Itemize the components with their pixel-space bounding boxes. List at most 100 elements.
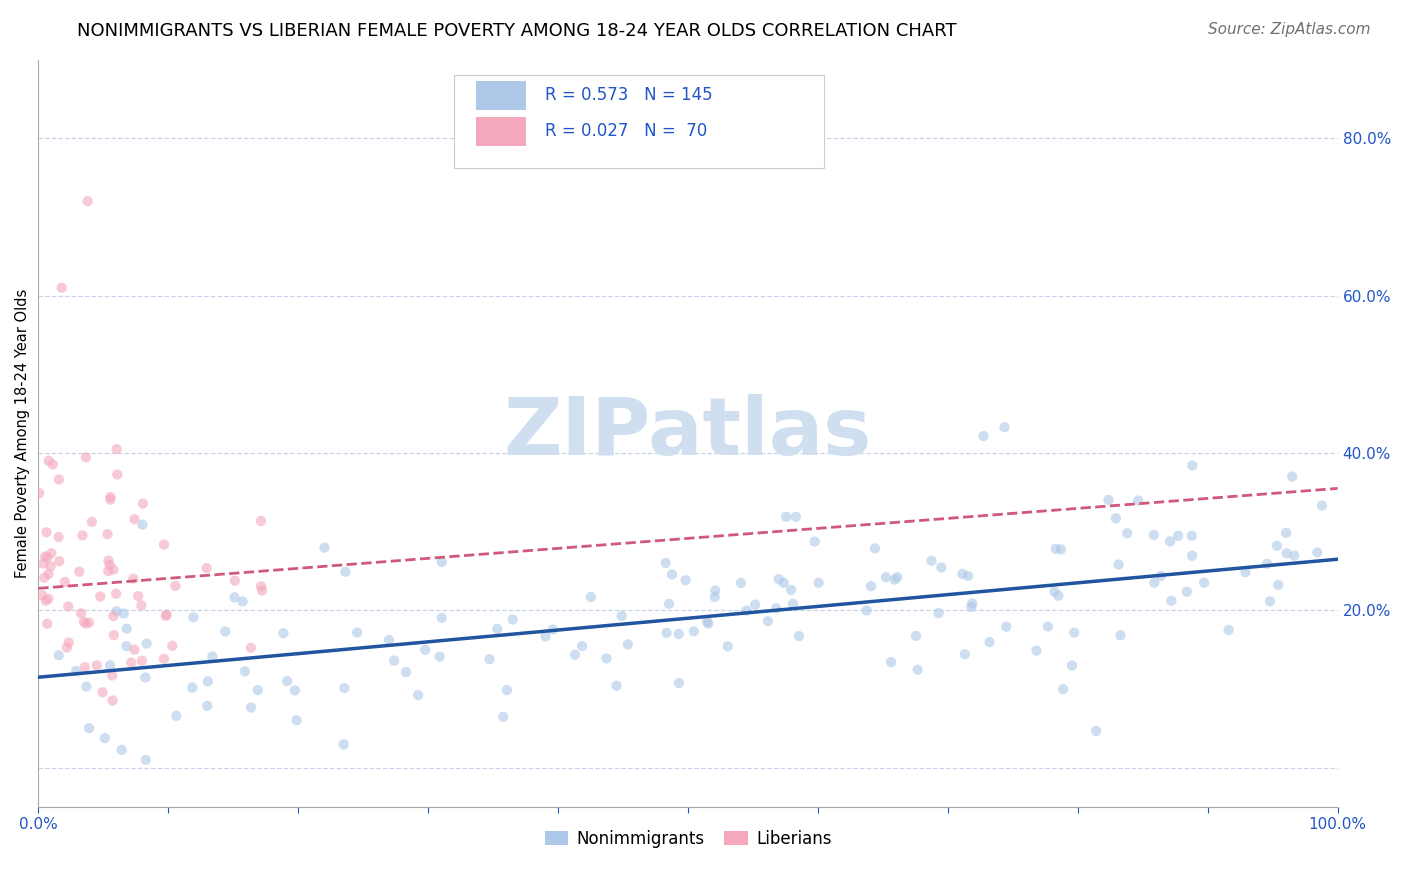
Point xyxy=(1256,557,1278,571)
Point xyxy=(98,658,121,673)
Point xyxy=(907,663,929,677)
Point xyxy=(886,570,908,584)
Point xyxy=(1143,575,1166,590)
Point xyxy=(97,553,120,567)
Point xyxy=(53,574,76,589)
Point xyxy=(486,622,509,636)
Point xyxy=(928,606,950,620)
Point xyxy=(105,467,128,482)
Point xyxy=(38,566,60,581)
Y-axis label: Female Poverty Among 18-24 Year Olds: Female Poverty Among 18-24 Year Olds xyxy=(15,289,30,578)
Point xyxy=(655,625,678,640)
Point xyxy=(273,626,295,640)
Point xyxy=(972,429,994,443)
Point xyxy=(1258,594,1281,608)
Point xyxy=(696,615,718,629)
Point xyxy=(382,654,405,668)
Point xyxy=(37,616,59,631)
Point xyxy=(697,616,720,631)
Point xyxy=(39,546,62,560)
Point xyxy=(335,565,357,579)
Point xyxy=(1116,526,1139,541)
Point xyxy=(921,554,943,568)
Point xyxy=(1128,493,1150,508)
Point xyxy=(1265,539,1288,553)
Point xyxy=(1045,541,1067,556)
Point xyxy=(1025,643,1047,657)
Point xyxy=(285,713,308,727)
Point xyxy=(704,583,727,598)
Point xyxy=(1108,558,1130,572)
Point xyxy=(103,609,125,624)
Point xyxy=(803,534,825,549)
Point xyxy=(807,575,830,590)
Point xyxy=(1267,578,1289,592)
Point xyxy=(960,596,983,610)
Point xyxy=(112,607,135,621)
Point xyxy=(654,556,676,570)
Point xyxy=(73,660,96,674)
Point xyxy=(122,572,145,586)
Point xyxy=(94,731,117,746)
Point xyxy=(28,486,51,500)
Point xyxy=(1175,584,1198,599)
Point xyxy=(496,683,519,698)
Point xyxy=(56,640,79,655)
Point xyxy=(105,442,128,456)
Point xyxy=(132,497,155,511)
Point xyxy=(979,635,1001,649)
Text: ZIPatlas: ZIPatlas xyxy=(503,394,872,473)
Point xyxy=(103,563,125,577)
Point xyxy=(658,597,681,611)
Point xyxy=(703,590,725,604)
Point xyxy=(34,571,56,585)
Point xyxy=(775,509,797,524)
Point xyxy=(195,698,218,713)
Point xyxy=(77,615,100,630)
Point xyxy=(717,640,740,654)
Point xyxy=(1050,542,1073,557)
Point xyxy=(1036,619,1059,633)
Point xyxy=(413,642,436,657)
Point xyxy=(735,604,758,618)
Point xyxy=(1105,511,1128,525)
Point xyxy=(214,624,236,639)
Point xyxy=(250,579,273,593)
Point xyxy=(960,599,983,614)
Point xyxy=(1181,529,1204,543)
Point xyxy=(35,525,58,540)
Point xyxy=(502,612,524,626)
Point xyxy=(478,652,501,666)
Point xyxy=(1060,658,1083,673)
Point xyxy=(1275,546,1298,560)
Point xyxy=(1143,528,1166,542)
Point xyxy=(668,627,690,641)
Point xyxy=(993,420,1015,434)
Point xyxy=(250,583,273,598)
Point xyxy=(1306,545,1329,559)
Point xyxy=(73,615,96,629)
Point xyxy=(120,656,142,670)
Point xyxy=(201,649,224,664)
Point xyxy=(48,648,70,663)
FancyBboxPatch shape xyxy=(477,81,526,110)
Point xyxy=(492,710,515,724)
Point xyxy=(155,608,177,623)
FancyBboxPatch shape xyxy=(477,117,526,145)
Point xyxy=(224,591,246,605)
Point xyxy=(1150,569,1173,583)
Point xyxy=(48,554,70,568)
Point xyxy=(115,622,138,636)
Point xyxy=(1192,575,1215,590)
Point xyxy=(406,688,429,702)
Point xyxy=(197,674,219,689)
Point xyxy=(246,683,269,698)
Point xyxy=(105,587,128,601)
Point xyxy=(131,599,153,613)
Point xyxy=(855,603,877,617)
Point xyxy=(195,561,218,575)
Point xyxy=(34,549,56,564)
Point xyxy=(605,679,627,693)
Point xyxy=(1159,534,1181,549)
Point xyxy=(51,281,73,295)
